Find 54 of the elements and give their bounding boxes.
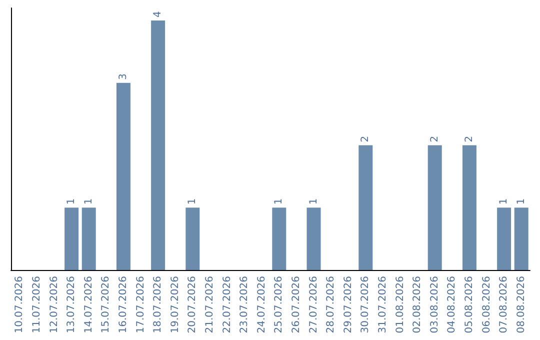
- x-tick-label: 06.08.2026: [481, 276, 492, 334]
- data-label: 1: [308, 198, 320, 205]
- bar: [116, 82, 130, 270]
- x-tick-label: 14.07.2026: [83, 276, 94, 334]
- x-tick-label: 05.08.2026: [464, 276, 475, 334]
- bar: [462, 145, 476, 270]
- x-tick-label: 28.07.2026: [326, 276, 337, 334]
- x-tick-label: 24.07.2026: [256, 276, 268, 334]
- x-tick-label: 08.08.2026: [516, 276, 527, 334]
- x-tick-label: 03.08.2026: [429, 276, 440, 334]
- x-tick-label: 25.07.2026: [274, 276, 285, 334]
- x-tick-label: 15.07.2026: [100, 276, 112, 334]
- data-label: 2: [464, 136, 475, 142]
- x-tick-label: 12.07.2026: [48, 276, 60, 334]
- data-label: 1: [83, 198, 94, 205]
- x-tick-label: 11.07.2026: [31, 276, 42, 334]
- bar: [358, 145, 373, 270]
- x-tick-label: 16.07.2026: [118, 276, 129, 334]
- x-tick-label: 07.08.2026: [498, 276, 510, 334]
- bar: [82, 208, 96, 270]
- bar: [497, 208, 512, 270]
- bar: [306, 208, 321, 270]
- x-tick-label: 23.07.2026: [239, 276, 250, 334]
- x-tick-label: 29.07.2026: [342, 276, 354, 334]
- data-label: 1: [187, 198, 198, 205]
- x-tick-label: 17.07.2026: [135, 276, 146, 334]
- data-label: 1: [66, 198, 78, 205]
- bar: [186, 208, 200, 270]
- x-tick-label: 21.07.2026: [204, 276, 216, 334]
- bar: [514, 208, 528, 270]
- x-tick-label: 27.07.2026: [308, 276, 320, 334]
- bar: [64, 208, 79, 270]
- x-tick-label: 13.07.2026: [66, 276, 78, 334]
- x-tick-label: 26.07.2026: [290, 276, 302, 334]
- x-tick-label: 19.07.2026: [170, 276, 181, 334]
- data-label: 4: [152, 11, 164, 18]
- x-tick-label: 20.07.2026: [187, 276, 198, 334]
- x-tick-label: 10.07.2026: [14, 276, 26, 334]
- bar: [272, 208, 286, 270]
- data-label: 1: [274, 198, 285, 205]
- data-label: 1: [498, 198, 510, 205]
- x-tick-label: 22.07.2026: [222, 276, 233, 334]
- x-tick-label: 01.08.2026: [394, 276, 406, 334]
- x-tick-label: 30.07.2026: [360, 276, 372, 334]
- data-label: 3: [118, 73, 129, 80]
- x-tick-label: 04.08.2026: [446, 276, 458, 334]
- data-label: 2: [360, 136, 372, 142]
- bar: [428, 145, 442, 270]
- bar: [151, 20, 166, 270]
- data-label: 2: [429, 136, 440, 142]
- x-tick-label: 02.08.2026: [412, 276, 424, 334]
- x-tick-label: 31.07.2026: [377, 276, 388, 334]
- data-label: 1: [516, 198, 527, 205]
- x-tick-label: 18.07.2026: [152, 276, 164, 334]
